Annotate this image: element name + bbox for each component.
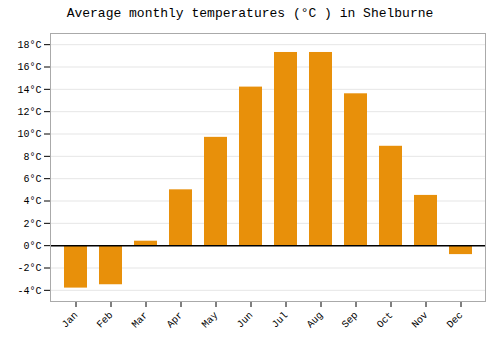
svg-text:0°C: 0°C xyxy=(23,241,41,252)
svg-text:4°C: 4°C xyxy=(23,196,41,207)
svg-text:8°C: 8°C xyxy=(23,152,41,163)
svg-text:Nov: Nov xyxy=(410,310,431,331)
svg-text:-4°C: -4°C xyxy=(17,286,41,297)
svg-text:Oct: Oct xyxy=(375,310,396,331)
svg-text:10°C: 10°C xyxy=(17,129,41,140)
svg-text:6°C: 6°C xyxy=(23,174,41,185)
svg-text:2°C: 2°C xyxy=(23,219,41,230)
svg-text:May: May xyxy=(200,310,221,331)
svg-text:-2°C: -2°C xyxy=(17,263,41,274)
svg-text:Mar: Mar xyxy=(130,310,151,331)
svg-text:Sep: Sep xyxy=(340,310,361,331)
svg-text:12°C: 12°C xyxy=(17,107,41,118)
html-text:Average monthly temperatures (: Average monthly temperatures (°C ) in Sh… xyxy=(66,6,434,21)
svg-text:Jul: Jul xyxy=(270,310,291,331)
svg-text:Aug: Aug xyxy=(305,310,326,331)
svg-text:Jun: Jun xyxy=(235,310,256,331)
svg-text:Apr: Apr xyxy=(165,310,186,331)
svg-text:14°C: 14°C xyxy=(17,85,41,96)
svg-text:Dec: Dec xyxy=(445,310,466,331)
svg-text:16°C: 16°C xyxy=(17,62,41,73)
svg-text:Feb: Feb xyxy=(95,310,116,331)
svg-text:Jan: Jan xyxy=(60,310,81,331)
svg-text:18°C: 18°C xyxy=(17,40,41,51)
